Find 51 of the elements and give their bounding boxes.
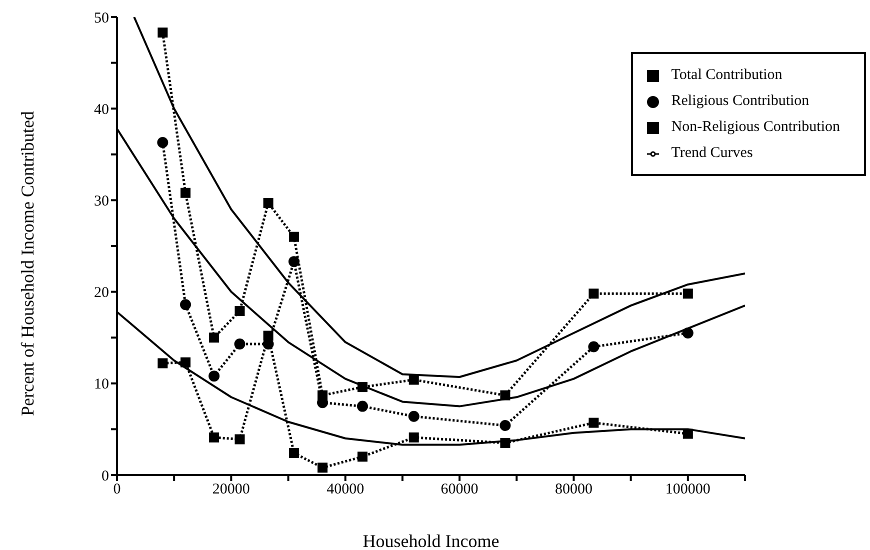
point — [209, 432, 220, 442]
point — [682, 328, 694, 339]
point — [356, 400, 368, 412]
point — [682, 288, 693, 299]
point — [180, 299, 192, 310]
point — [408, 374, 419, 385]
point — [408, 410, 420, 422]
point — [500, 390, 510, 400]
point — [357, 452, 368, 462]
point — [357, 382, 368, 392]
point — [180, 357, 191, 368]
point — [500, 420, 511, 432]
point — [288, 256, 300, 268]
x-tick-label: 20000 — [212, 482, 250, 498]
x-tick-label: 40000 — [326, 482, 364, 498]
y-tick-label: 0 — [102, 468, 109, 484]
point — [288, 232, 299, 242]
x-tick-label: 80000 — [554, 482, 592, 498]
point — [180, 188, 191, 198]
point — [500, 438, 510, 448]
point — [588, 418, 599, 428]
point — [263, 330, 274, 341]
x-axis-title: Household Income — [362, 531, 500, 550]
x-tick-label: 0 — [113, 482, 121, 498]
y-tick-label: 30 — [94, 194, 109, 210]
point — [209, 332, 220, 343]
point — [588, 288, 599, 299]
point — [234, 434, 245, 444]
y-tick-label: 20 — [94, 285, 109, 302]
x-tick-label: 100000 — [665, 482, 710, 498]
legend-label: Non-Religious Contribution — [671, 119, 840, 135]
y-tick-label: 40 — [94, 102, 109, 118]
y-tick-label: 10 — [94, 376, 109, 393]
point — [288, 448, 299, 458]
point — [408, 432, 419, 442]
point — [158, 358, 168, 368]
legend-label: Trend Curves — [671, 145, 753, 161]
point — [588, 341, 600, 352]
x-tick-label: 60000 — [440, 482, 478, 498]
y-axis-title: Percent of Household Income Contributed — [17, 111, 38, 416]
point — [234, 306, 245, 316]
point — [318, 462, 328, 473]
point — [682, 428, 693, 439]
point — [234, 338, 246, 350]
legend-label: Total Contribution — [671, 67, 782, 83]
y-tick-label: 50 — [94, 10, 109, 26]
point — [263, 198, 274, 208]
legend-label: Religious Contribution — [671, 93, 810, 109]
point — [157, 136, 168, 148]
point — [208, 370, 220, 382]
point — [158, 28, 168, 38]
